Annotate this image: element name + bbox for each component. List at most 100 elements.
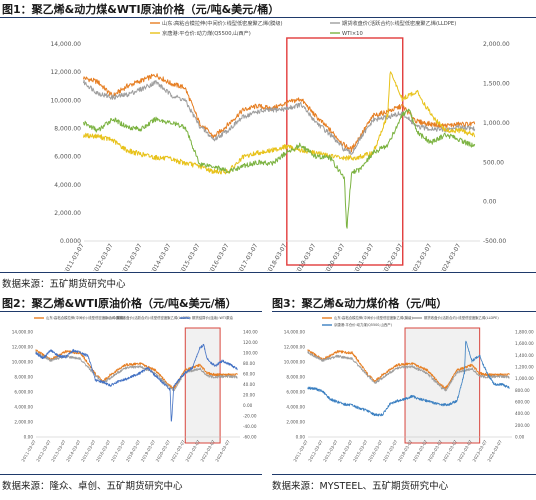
legend-entry: 期货收盘价(活跃合约):线型低密度聚乙烯(LLDPE) [424, 315, 499, 320]
y-left-tick-label: 10,000.00 [284, 359, 306, 364]
x-axis: 2011-03-072012-03-072013-03-072014-03-07… [292, 439, 503, 463]
series-line [83, 73, 476, 153]
y-left-tick-label: 8,000.00 [54, 126, 81, 133]
figure-1-chart: 0.0000 2,000.00 4,000.00 6,000.00 8,000.00 10… [50, 19, 510, 271]
y-right-tick-label: 1,000.00 [483, 120, 510, 127]
figure-3-source: 数据来源：MYSTEEL、五矿期货研究中心 [272, 481, 449, 492]
x-axis: 2011-03-072012-03-072013-03-072014-03-07… [20, 439, 231, 463]
y-right-tick-label: 60.00 [243, 371, 255, 376]
y-left-tick-label: 0.0000 [60, 238, 81, 245]
y-left-tick-label: 6,000.00 [54, 154, 81, 161]
y-right-tick-label: 600.00 [515, 399, 530, 404]
x-tick-label: 2013-03-07 [120, 242, 144, 271]
x-tick-label: 2012-03-07 [307, 439, 324, 463]
y-left-tick-label: 6,000.00 [14, 389, 33, 394]
x-tick-label: 2014-03-07 [337, 439, 354, 463]
x-tick-label: 2020-03-07 [323, 242, 347, 271]
y-right-tick-label: 1,400.00 [515, 353, 534, 358]
y-left-tick-label: 12,000.00 [284, 344, 306, 349]
y-right-tick-label: 100.00 [243, 350, 258, 355]
x-tick-label: 2022-03-07 [381, 242, 405, 271]
y-right-tick-label: -20.00 [243, 413, 257, 418]
x-tick-label: 2019-03-07 [294, 242, 318, 271]
legend-entry: 期货收盘价(活跃合约):线型低密度聚乙烯(LLDPE) [116, 315, 191, 320]
x-tick-label: 2012-03-07 [35, 439, 52, 463]
y-right-tick-label: 1,500.00 [483, 81, 510, 88]
y-left-tick-label: 10,000.00 [12, 359, 34, 364]
y-right-tick-label: 140.00 [243, 329, 258, 334]
x-tick-label: 2016-03-07 [207, 242, 231, 271]
y-right-tick-label: 1,600.00 [515, 341, 534, 346]
y-right-tick-label: -500.00 [483, 238, 506, 245]
x-tick-label: 2011-03-07 [62, 242, 86, 271]
x-tick-label: 2017-03-07 [110, 439, 127, 463]
x-tick-label: 2015-03-07 [352, 439, 369, 463]
y-right-tick-label: 1,800.00 [515, 329, 534, 334]
y-right-tick-label: 40.00 [243, 382, 255, 387]
series-line [35, 350, 238, 392]
y-right-tick-label: 400.00 [515, 411, 530, 416]
y-left-axis: 0.0000 2,000.00 4,000.00 6,000.00 8,000.00 10… [50, 41, 81, 245]
figure-1-source: 数据来源：五矿期货研究中心 [2, 279, 126, 290]
figure-3-bottom-rule [272, 474, 536, 475]
x-tick-label: 2015-03-07 [80, 439, 97, 463]
y-left-tick-label: 8,000.00 [14, 374, 33, 379]
series-line [83, 79, 476, 156]
y-right-tick-label: 200.00 [515, 423, 530, 428]
figure-1-title: 图1：聚乙烯&动力煤&WTI原油价格（元/吨&美元/桶） [2, 3, 280, 16]
legend-entry: 山东:高粘合模拉伸(中间价):线型低密度聚乙烯(膜级) [162, 19, 283, 27]
y-left-tick-label: 2,000.00 [286, 419, 305, 424]
x-tick-label: 2014-03-07 [65, 439, 82, 463]
legend: 山东:高粘合模拉伸(中间价):线型低密度聚乙烯(膜级) 期货收盘价(活跃合约):线… [322, 315, 499, 327]
x-tick-label: 2011-03-07 [20, 439, 37, 463]
y-left-tick-label: 4,000.00 [14, 404, 33, 409]
x-tick-label: 2019-03-07 [140, 439, 157, 463]
x-tick-label: 2017-03-07 [382, 439, 399, 463]
series-line [83, 108, 476, 229]
y-right-axis: -60.00 -40.00 -20.00 0.00 20.00 40.00 60.00 80.… [243, 329, 258, 439]
y-left-axis: 0.00 2,000.00 4,000.00 6,000.00 8,000.00 10,0… [284, 329, 306, 439]
figure-2-title: 图2：聚乙烯&WTI原油价格（元/吨&美元/桶） [2, 297, 237, 310]
y-right-axis: -500.00 0.00 500.00 1,000.00 1,500.00 2,000.0… [483, 41, 510, 245]
legend-entry: 京唐港:平仓价:动力煤(Q5500,山西产) [162, 29, 251, 37]
x-tick-label: 2020-03-07 [155, 439, 172, 463]
y-right-tick-label: 0.00 [515, 434, 525, 439]
y-left-tick-label: 0.00 [296, 434, 306, 439]
y-right-tick-label: 1,000.00 [515, 376, 534, 381]
x-tick-label: 2023-03-07 [410, 242, 434, 271]
series-line [307, 350, 510, 392]
y-left-tick-label: 14,000.00 [284, 329, 306, 334]
y-left-tick-label: 14,000.00 [50, 41, 81, 48]
y-left-tick-label: 2,000.00 [14, 419, 33, 424]
y-right-tick-label: 0.00 [483, 199, 497, 206]
y-right-tick-label: 2,000.00 [483, 41, 510, 48]
y-left-tick-label: 4,000.00 [54, 182, 81, 189]
y-left-tick-label: 14,000.00 [12, 329, 34, 334]
y-left-tick-label: 12,000.00 [12, 344, 34, 349]
y-right-tick-label: 500.00 [483, 159, 504, 166]
x-tick-label: 2024-03-07 [439, 242, 463, 271]
y-right-tick-label: 1,200.00 [515, 364, 534, 369]
legend-entry: 期货结算价(连续):WTI原油 [192, 315, 233, 320]
series-line [307, 349, 510, 390]
figure-3-chart: 0.00 2,000.00 4,000.00 6,000.00 8,000.00 10,0… [284, 315, 534, 463]
legend: 山东:高粘合模拉伸(中间价):线型低密度聚乙烯(膜级) 期货收盘价(活跃合约):线… [150, 19, 456, 37]
x-tick-label: 2015-03-07 [178, 242, 202, 271]
x-tick-label: 2016-03-07 [367, 439, 384, 463]
legend-entry: 山东:高粘合模拉伸(中间价):线型低密度聚乙烯(膜级) [334, 315, 413, 320]
x-tick-label: 2021-03-07 [352, 242, 376, 271]
y-right-tick-label: 80.00 [243, 361, 255, 366]
y-right-tick-label: 20.00 [243, 392, 255, 397]
y-right-tick-label: 0.00 [243, 403, 253, 408]
y-right-tick-label: 800.00 [515, 388, 530, 393]
y-left-axis: 0.00 2,000.00 4,000.00 6,000.00 8,000.00 10,0… [12, 329, 34, 439]
figure-3-title: 图3：聚乙烯&动力煤价格（元/吨） [272, 297, 448, 310]
x-tick-label: 2024-03-07 [486, 439, 503, 463]
x-tick-label: 2011-03-07 [292, 439, 309, 463]
x-tick-label: 2017-03-07 [236, 242, 260, 271]
series-line [307, 340, 510, 417]
figure-1-rule [0, 17, 536, 18]
x-tick-label: 2016-03-07 [95, 439, 112, 463]
y-left-tick-label: 12,000.00 [50, 69, 81, 76]
y-left-tick-label: 2,000.00 [54, 210, 81, 217]
